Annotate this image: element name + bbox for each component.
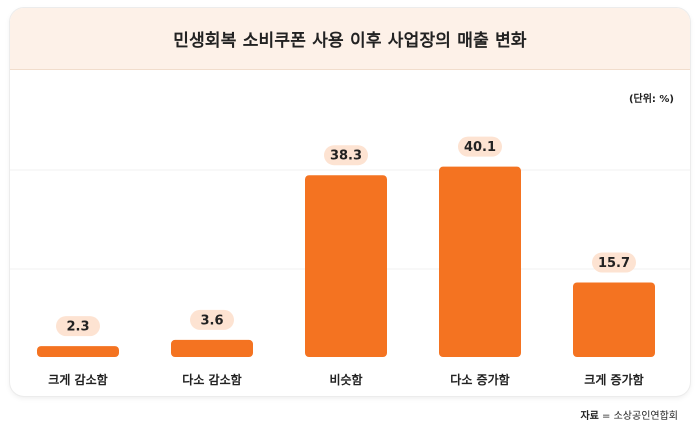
chart-header: 민생회복 소비쿠폰 사용 이후 사업장의 매출 변화 — [10, 8, 690, 70]
value-label-bg-1 — [56, 316, 100, 337]
category-label-5: 크게 증가함 — [584, 372, 643, 387]
category-label-2: 다소 감소함 — [182, 372, 241, 387]
bar-3 — [305, 175, 387, 357]
category-label-4: 다소 증가함 — [450, 372, 509, 387]
source-note: 자료 = 소상공인연합회 — [580, 407, 678, 422]
value-label-2: 3.6 — [200, 313, 223, 328]
chart-card: 민생회복 소비쿠폰 사용 이후 사업장의 매출 변화 (단위: %) 2.3 크게… — [10, 8, 690, 396]
category-label-3: 비슷함 — [329, 372, 362, 387]
unit-label: (단위: %) — [628, 94, 674, 105]
value-label-bg-2 — [190, 309, 234, 330]
category-label-1: 크게 감소함 — [48, 372, 107, 387]
value-label-1: 2.3 — [66, 320, 89, 335]
value-label-3: 38.3 — [330, 149, 362, 164]
bar-chart: 2.3 크게 감소함 3.6 다소 감소함 38.3 비슷함 40.1 다소 증가함 15.7 크… — [10, 136, 690, 387]
chart-title: 민생회복 소비쿠폰 사용 이후 사업장의 매출 변화 — [173, 31, 527, 51]
value-label-bg-4 — [458, 136, 502, 157]
value-label-bg-5 — [592, 252, 636, 273]
bar-2 — [171, 339, 253, 357]
value-label-4: 40.1 — [464, 140, 496, 155]
bar-1 — [37, 346, 119, 357]
value-label-5: 15.7 — [598, 256, 630, 271]
bar-4 — [439, 166, 521, 357]
value-label-bg-3 — [324, 145, 368, 166]
source-label: 자료 — [580, 411, 599, 422]
source-text: 소상공인연합회 — [613, 411, 678, 422]
bar-5 — [573, 282, 655, 357]
source-separator: = — [598, 411, 614, 422]
